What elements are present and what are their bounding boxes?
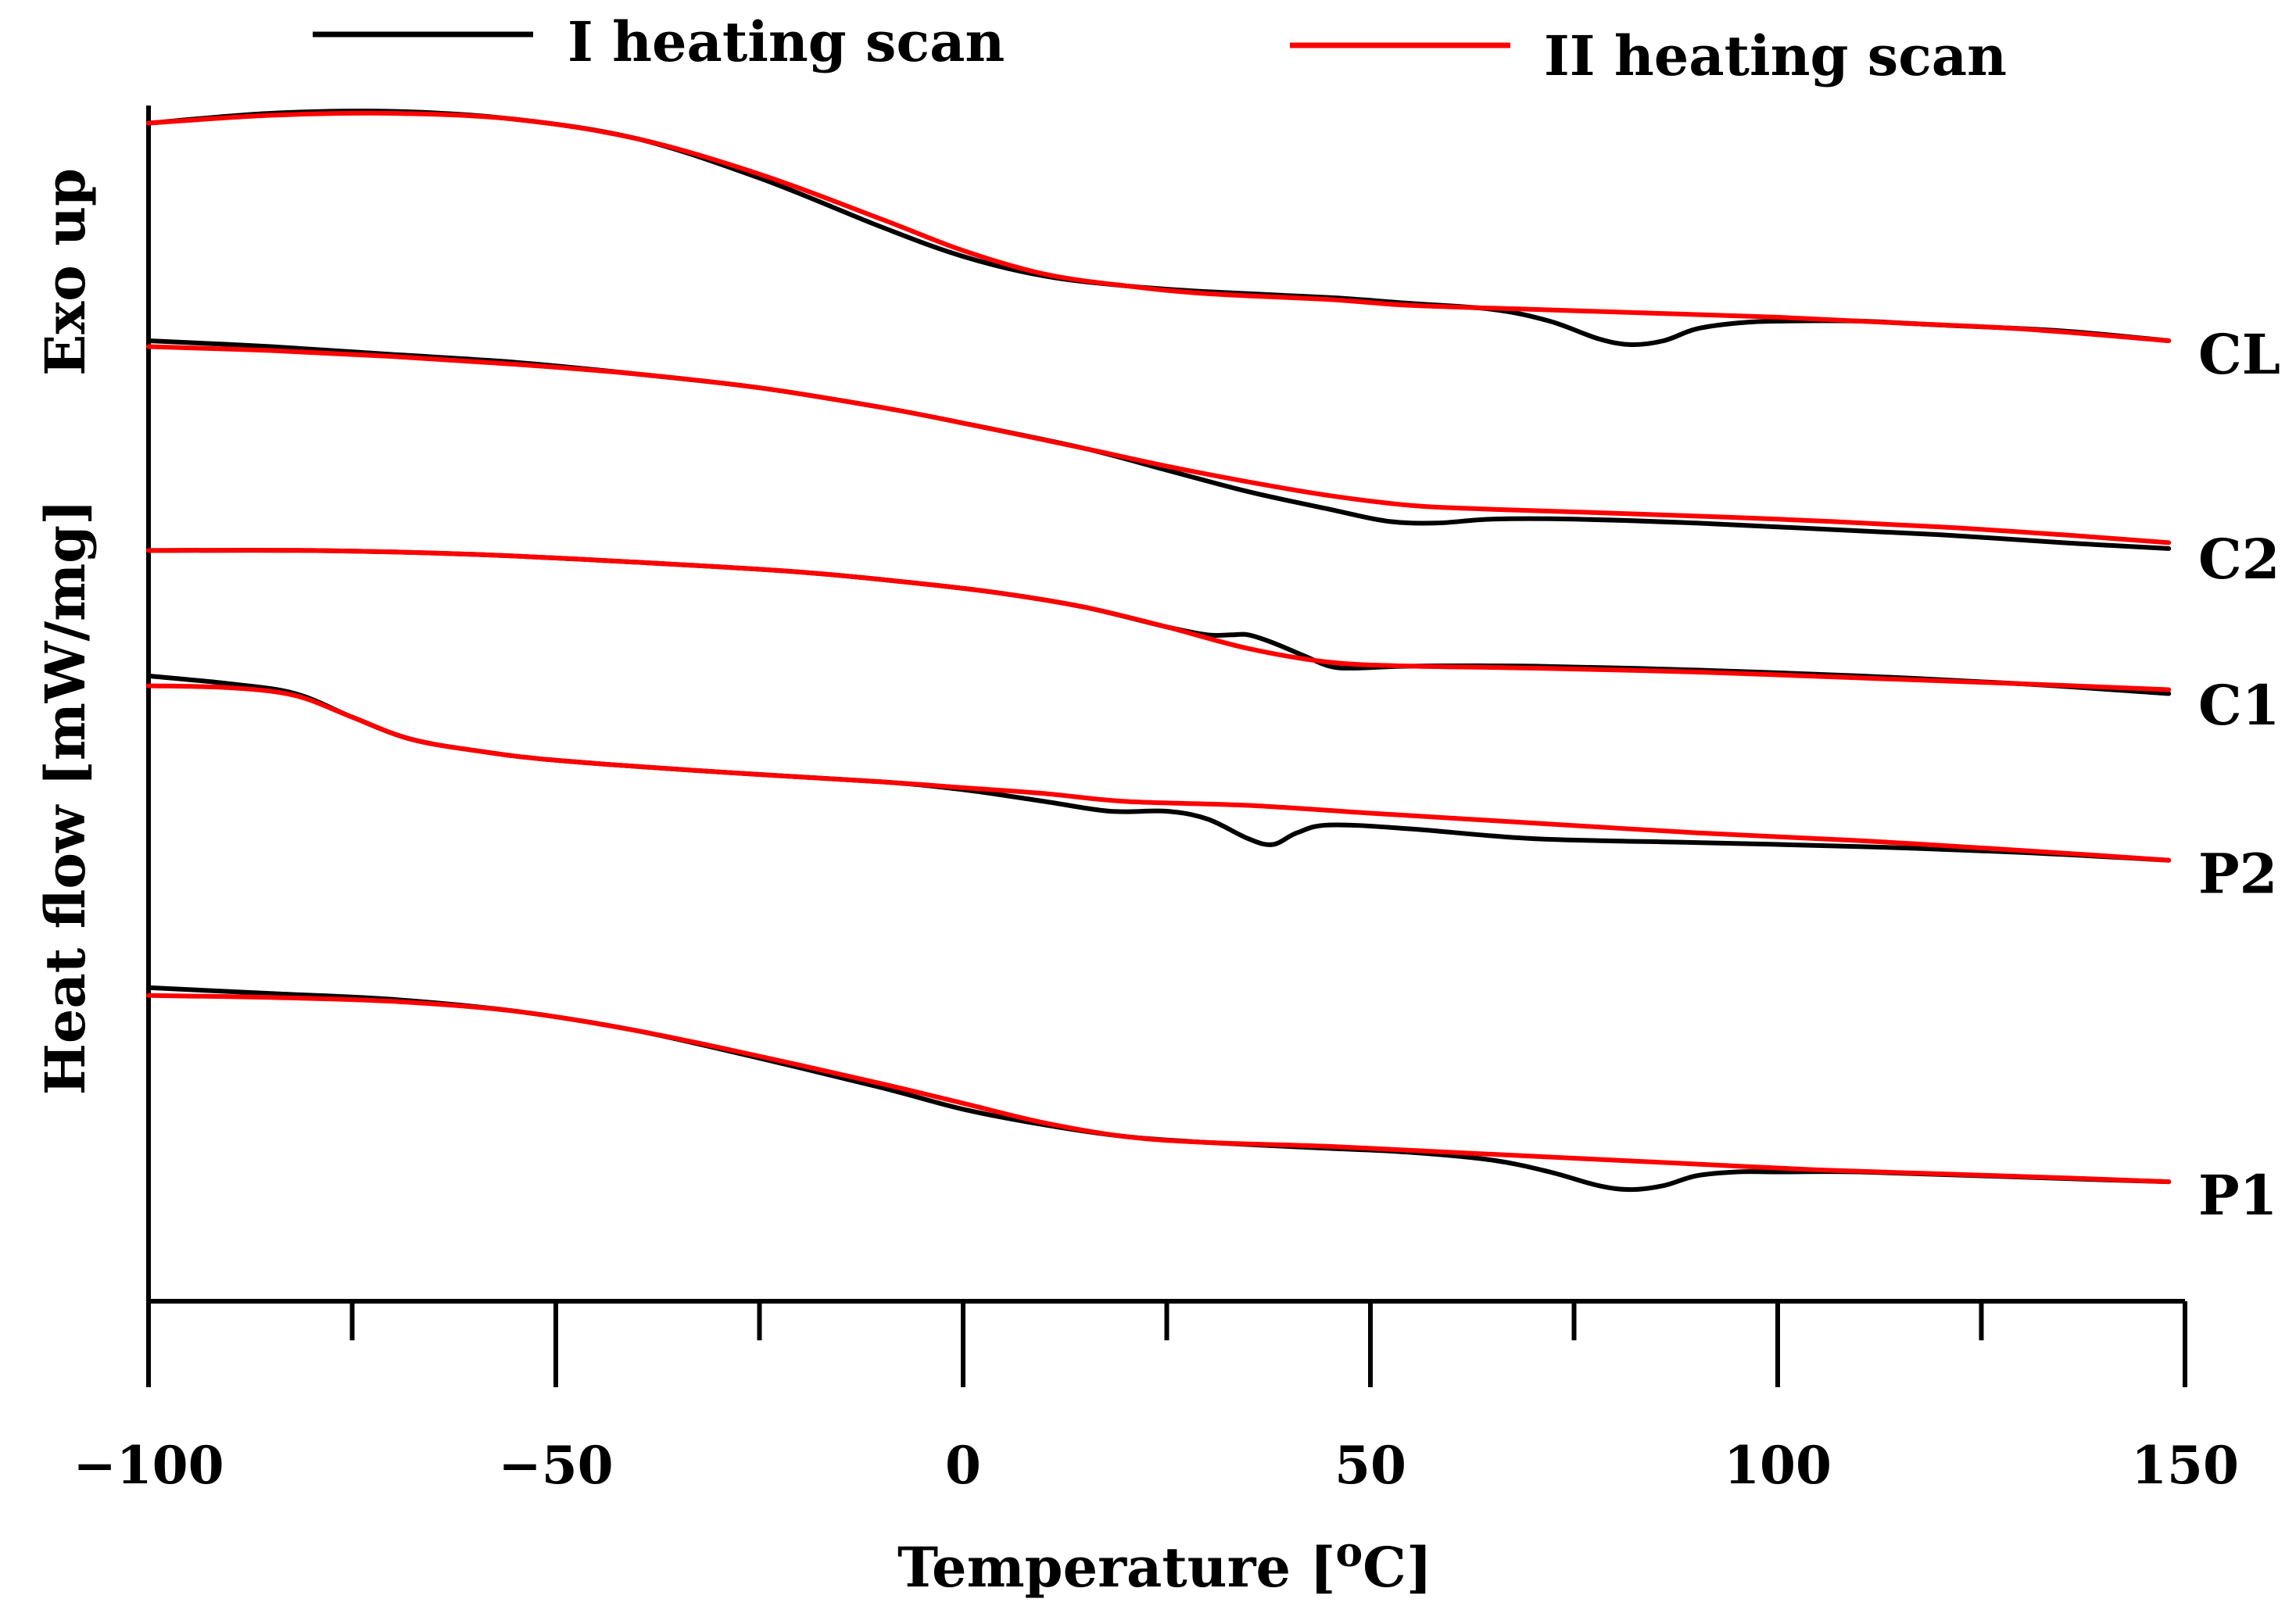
x-axis-title-text: Temperature [	[897, 1535, 1336, 1600]
curve-p2-second-scan	[146, 683, 2172, 863]
x-tick-label: 0	[945, 1435, 981, 1496]
legend-label-i-heating-scan: I heating scan	[568, 9, 1005, 74]
curve-p1-second-scan	[146, 993, 2172, 1185]
legend: I heating scan II heating scan	[313, 9, 2007, 88]
x-tick-label: 50	[1334, 1435, 1406, 1496]
curve-c2-second-scan	[146, 344, 2172, 546]
sample-label-c2: C2	[2198, 527, 2280, 592]
sample-labels: CL C2 C1 P2 P1	[2198, 322, 2280, 1228]
curve-p2-first-scan	[146, 673, 2172, 863]
plot-area	[146, 109, 2172, 1193]
curve-cl-second-scan	[146, 110, 2172, 343]
sample-label-cl: CL	[2198, 322, 2280, 387]
curve-cl-first-scan	[146, 109, 2172, 348]
curve-c2-first-scan	[146, 338, 2172, 551]
x-tick-label: −50	[498, 1435, 613, 1496]
x-axis-title: Temperature [oC]	[897, 1529, 1432, 1600]
curve-p1-first-scan	[146, 985, 2172, 1193]
sample-label-p1: P1	[2198, 1163, 2277, 1228]
x-tick-label: 100	[1724, 1435, 1832, 1496]
x-axis-title-unit: C]	[1363, 1535, 1432, 1600]
sample-label-c1: C1	[2198, 673, 2280, 738]
x-axis-title-superscript: o	[1335, 1529, 1363, 1576]
y-axis-exo-label: Exo up	[33, 168, 98, 376]
sample-label-p2: P2	[2198, 842, 2277, 907]
x-tick-label: 150	[2131, 1435, 2239, 1496]
x-axis-ticks: −100 −50 0 50 100 150	[73, 1301, 2239, 1496]
legend-label-ii-heating-scan: II heating scan	[1544, 23, 2007, 88]
x-tick-label: −100	[73, 1435, 224, 1496]
y-axis-title: Heat flow [mW/mg]	[33, 499, 98, 1095]
curve-c1-first-scan	[146, 548, 2172, 696]
curve-c1-second-scan	[146, 548, 2172, 692]
